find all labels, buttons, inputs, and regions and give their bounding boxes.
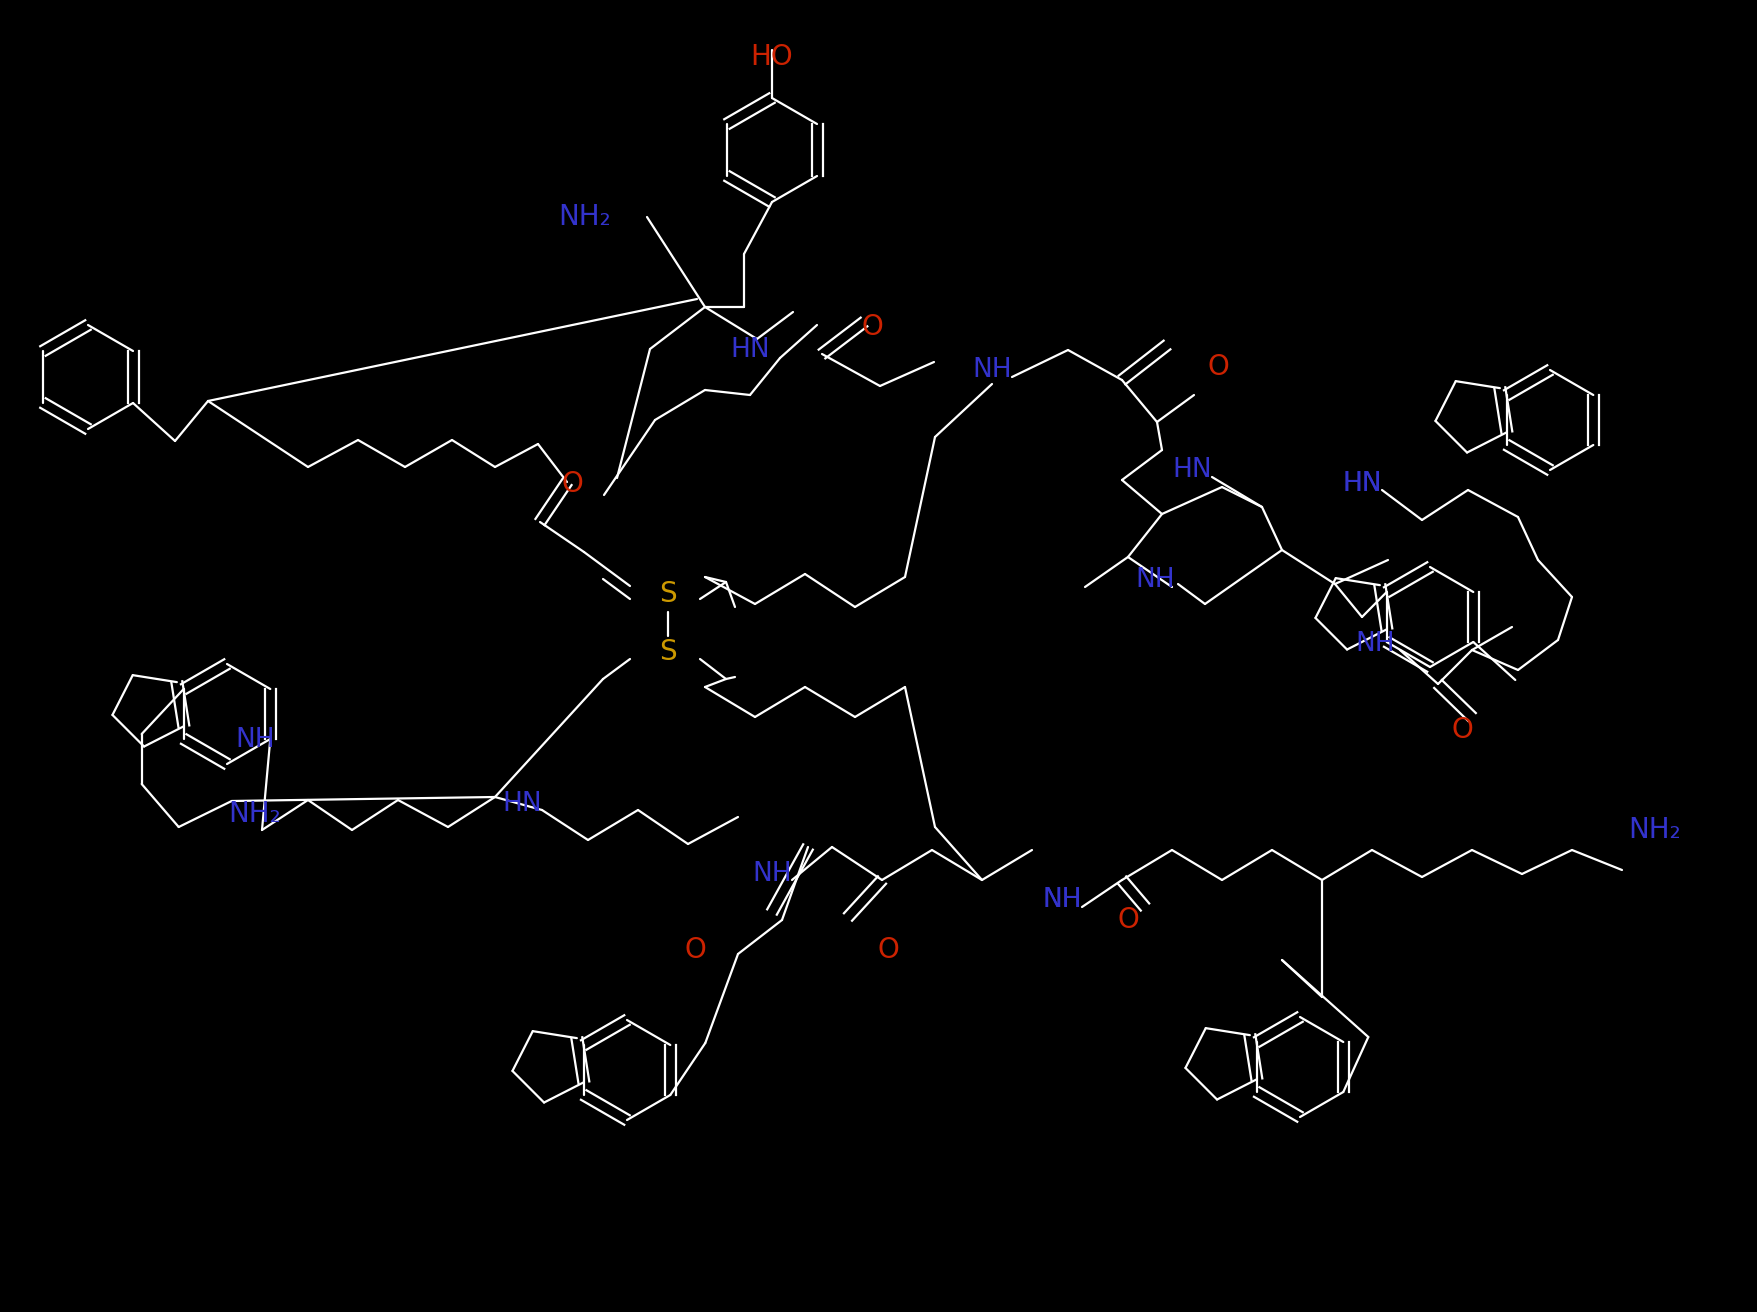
Text: O: O — [683, 935, 706, 964]
Text: NH₂: NH₂ — [559, 203, 611, 231]
Text: NH: NH — [1355, 631, 1395, 657]
Text: O: O — [861, 314, 882, 341]
Text: O: O — [1451, 716, 1472, 744]
Text: O: O — [560, 470, 583, 499]
Text: NH: NH — [1135, 567, 1175, 593]
Text: HO: HO — [750, 43, 794, 71]
Text: NH: NH — [1042, 887, 1082, 913]
Text: HN: HN — [1172, 457, 1212, 483]
Text: HN: HN — [731, 337, 770, 363]
Text: HN: HN — [1342, 471, 1381, 497]
Text: S: S — [659, 580, 676, 607]
Text: O: O — [1117, 907, 1139, 934]
Text: NH₂: NH₂ — [1629, 816, 1681, 844]
Text: NH: NH — [752, 861, 792, 887]
Text: NH: NH — [235, 727, 274, 753]
Text: S: S — [659, 638, 676, 666]
Text: NH: NH — [1042, 887, 1082, 913]
Text: HN: HN — [1342, 471, 1381, 497]
Text: NH₂: NH₂ — [228, 800, 281, 828]
Text: HN: HN — [503, 791, 541, 817]
Text: O: O — [877, 935, 900, 964]
Text: NH: NH — [972, 357, 1012, 383]
Text: O: O — [1207, 353, 1228, 380]
